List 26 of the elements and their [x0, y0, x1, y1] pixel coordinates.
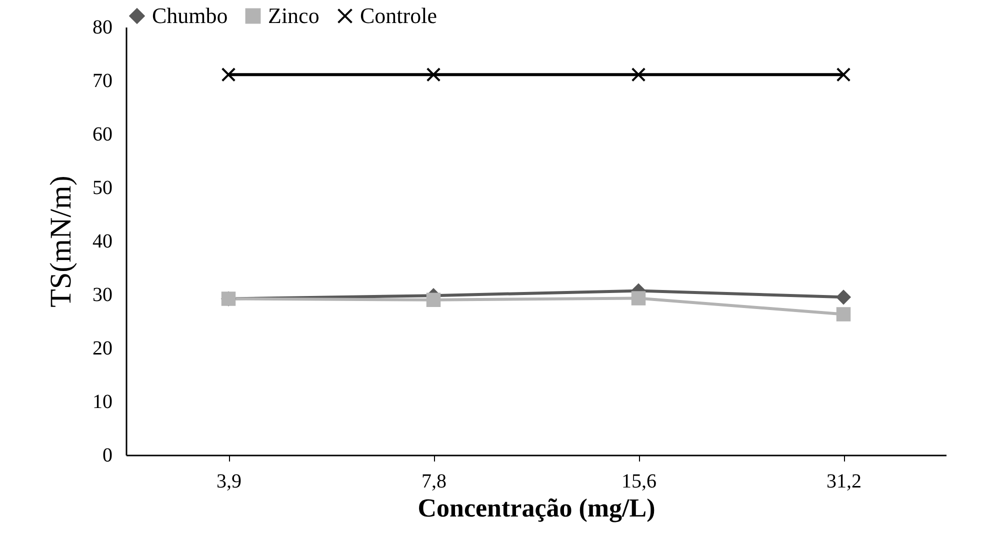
x-axis-title: Concentração (mg/L) [418, 494, 656, 522]
point [221, 67, 236, 82]
legend-label: Zinco [268, 3, 320, 28]
y-tick-label: 20 [92, 338, 112, 360]
x-tick-label: 7,8 [422, 470, 446, 492]
point [836, 67, 851, 82]
y-tick-label: 0 [102, 444, 112, 466]
point [836, 290, 851, 304]
y-tick-label: 60 [92, 124, 112, 146]
x-tick-label: 15,6 [622, 470, 656, 492]
y-tick-label: 30 [92, 284, 112, 306]
x-tick-label: 3,9 [216, 470, 242, 492]
point [631, 291, 646, 306]
point [426, 67, 441, 82]
point [426, 292, 441, 307]
y-tick-label: 80 [92, 16, 112, 38]
point [836, 307, 851, 322]
y-tick-label: 70 [92, 70, 112, 92]
point [631, 67, 646, 82]
y-axis-title: TS(mN/m) [44, 176, 78, 308]
legend-label: Chumbo [152, 3, 228, 28]
x-tick-label: 31,2 [826, 470, 862, 492]
legend-label: Controle [360, 3, 437, 28]
y-tick-label: 50 [92, 177, 112, 199]
y-tick-label: 40 [92, 230, 112, 252]
y-tick-label: 10 [92, 391, 112, 413]
